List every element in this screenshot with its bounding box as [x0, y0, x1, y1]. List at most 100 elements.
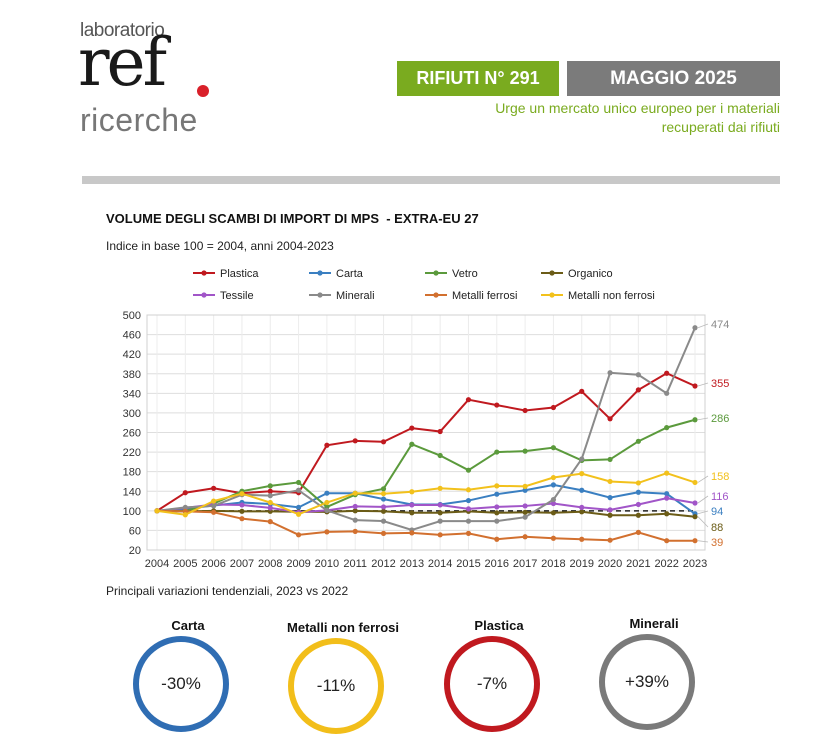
x-tick-label: 2015 [456, 558, 480, 570]
kpi-ring: +39% [599, 634, 695, 730]
data-point [635, 480, 641, 486]
data-point [380, 491, 387, 497]
data-point [550, 535, 557, 541]
end-label-leader [697, 323, 709, 329]
y-tick-label: 500 [123, 310, 141, 322]
data-point [352, 508, 358, 514]
end-label-leader [697, 382, 709, 387]
data-point [664, 538, 670, 544]
data-point [154, 508, 160, 514]
data-point [494, 510, 500, 516]
data-point [437, 428, 443, 435]
data-point [437, 518, 443, 524]
data-point [211, 503, 217, 509]
data-point [324, 490, 330, 496]
y-tick-label: 380 [123, 369, 141, 381]
data-point [607, 456, 613, 463]
data-point [635, 489, 641, 495]
data-point [324, 507, 330, 513]
legend-label: Minerali [336, 290, 375, 302]
data-point [579, 487, 585, 493]
data-point [295, 504, 302, 511]
logo-main-text: ref [78, 24, 167, 101]
data-point [465, 530, 472, 536]
data-point [692, 417, 698, 423]
y-tick-label: 180 [123, 467, 141, 479]
y-tick-label: 140 [123, 486, 141, 498]
data-point [409, 502, 415, 508]
data-point [182, 504, 188, 511]
data-point [380, 508, 387, 514]
data-point [239, 491, 245, 497]
data-point [692, 383, 698, 389]
data-point [352, 503, 358, 510]
x-tick-label: 2019 [569, 558, 593, 570]
data-point [211, 498, 217, 504]
data-point [494, 504, 500, 510]
series-line-tessile [156, 497, 696, 514]
x-tick-label: 2011 [343, 558, 367, 570]
data-point [664, 511, 670, 517]
data-point [692, 500, 698, 506]
data-point [324, 442, 330, 448]
legend-marker [433, 292, 439, 298]
data-point [579, 504, 585, 511]
data-point [380, 486, 387, 492]
data-point [494, 536, 500, 542]
x-tick-label: 2023 [683, 558, 707, 570]
x-tick-label: 2020 [598, 558, 622, 570]
data-point [295, 487, 302, 493]
data-point [211, 485, 217, 491]
data-point [239, 516, 245, 522]
data-point [550, 496, 557, 503]
data-point [579, 509, 585, 515]
data-point [522, 448, 528, 454]
data-point [664, 370, 670, 376]
data-point [295, 511, 302, 517]
end-label-leader [697, 516, 709, 528]
data-point [465, 397, 472, 403]
series-line-vetro [157, 418, 696, 512]
series-line-metalli-non-ferrosi [156, 472, 696, 516]
end-label: 94 [711, 506, 723, 518]
data-point [635, 387, 641, 393]
data-point [267, 493, 273, 499]
y-tick-label: 220 [123, 447, 141, 459]
x-tick-label: 2021 [626, 558, 650, 570]
data-point [409, 530, 415, 536]
end-label-leader [697, 495, 709, 504]
data-point [607, 416, 613, 422]
data-point [579, 536, 585, 542]
series-line-plastica [156, 372, 696, 512]
kpi-value: -11% [316, 676, 356, 695]
x-tick-label: 2006 [201, 558, 225, 570]
y-tick-label: 60 [129, 525, 141, 537]
x-tick-label: 2008 [258, 558, 282, 570]
legend-label: Metalli ferrosi [452, 290, 517, 302]
kpi-value: -30% [161, 674, 201, 693]
x-tick-label: 2012 [371, 558, 395, 570]
chart-title: VOLUME DEGLI SCAMBI DI IMPORT DI MPS - E… [106, 211, 479, 226]
kpi-ring: -30% [133, 636, 229, 732]
x-tick-label: 2010 [315, 558, 339, 570]
data-point [409, 425, 415, 431]
data-point [579, 456, 585, 462]
data-point [494, 491, 500, 497]
x-tick-label: 2022 [654, 558, 678, 570]
data-point [437, 510, 443, 516]
subtitle-line-2: recuperati dai rifiuti [661, 119, 780, 135]
data-point [437, 502, 443, 508]
y-tick-label: 260 [123, 428, 141, 440]
data-point [522, 509, 528, 515]
y-tick-label: 300 [123, 408, 141, 420]
kpi-caption: Principali variazioni tendenziali, 2023 … [106, 584, 349, 598]
logo-bottom-text: ricerche [80, 102, 198, 138]
end-label: 474 [711, 319, 729, 331]
data-point [267, 505, 273, 511]
end-label: 116 [711, 491, 729, 503]
data-point [522, 534, 528, 540]
subtitle-line-1: Urge un mercato unico europeo per i mate… [495, 100, 780, 116]
data-point [295, 479, 302, 486]
data-point [267, 519, 273, 525]
data-point [550, 500, 557, 507]
